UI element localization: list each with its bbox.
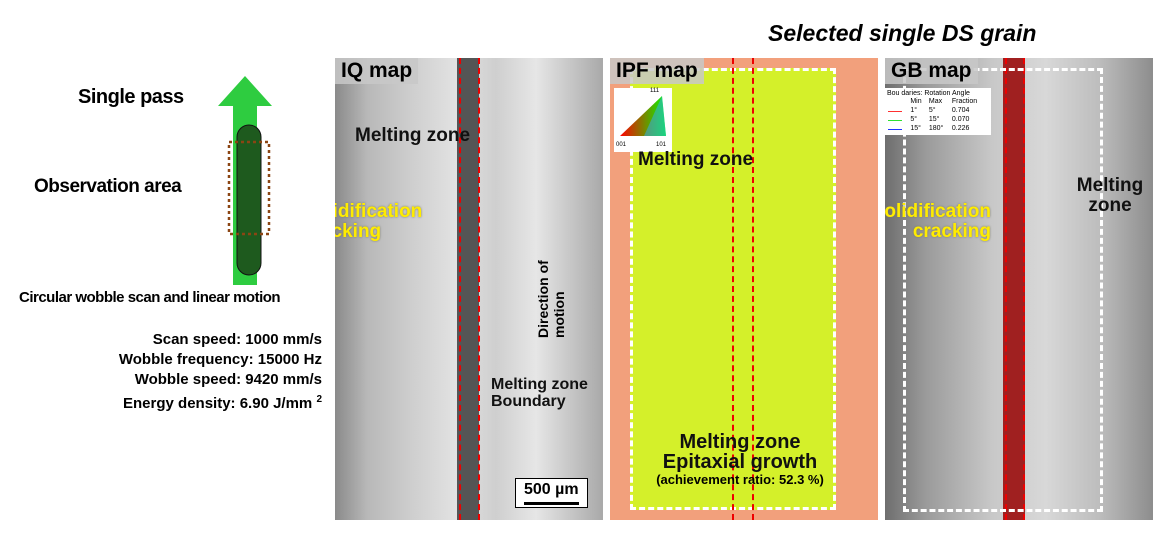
gb-title: GB map <box>885 58 978 84</box>
epitaxial-label: Melting zone Epitaxial growth (achieveme… <box>656 431 824 487</box>
observation-box <box>227 140 271 236</box>
iq-melting-zone: Melting zone <box>355 125 471 146</box>
direction-label: Direction of motion <box>535 260 567 338</box>
caption: Circular wobble scan and linear motion <box>19 289 281 306</box>
selected-grain-box <box>903 68 1103 512</box>
param-energy-density: Energy density: 6.90 J/mm 2 <box>123 394 322 412</box>
boundary-label: Melting zone Boundary <box>491 376 588 410</box>
param-wobble-speed: Wobble speed: 9420 mm/s <box>134 371 322 388</box>
gb-solidification-cracking: Solidification cracking <box>885 201 991 242</box>
melt-track <box>457 58 479 520</box>
single-pass-label: Single pass <box>78 86 184 108</box>
ipf-title: IPF map <box>610 58 704 84</box>
ipf-map-panel: IPF map 111 001 101 Melting zone Melting… <box>610 58 878 520</box>
observation-area-label: Observation area <box>34 176 182 197</box>
wobble-schematic <box>218 76 272 285</box>
param-scan-speed: Scan speed: 1000 mm/s <box>152 331 322 348</box>
legend-row: 15° 180° 0.226 <box>887 124 989 133</box>
iq-title: IQ map <box>335 58 419 84</box>
ipf-melting-zone: Melting zone <box>638 149 754 170</box>
scale-bar: 500 µm <box>515 478 588 508</box>
ipf-legend: 111 001 101 <box>614 88 672 152</box>
parameters: Scan speed: 1000 mm/s Wobble frequency: … <box>12 330 322 414</box>
selected-grain-label: Selected single DS grain <box>768 20 1037 46</box>
scan-track <box>236 124 262 276</box>
gb-map-panel: GB map Bou daries: Rotation Angle Min Max… <box>885 58 1153 520</box>
param-wobble-frequency: Wobble frequency: 15000 Hz <box>118 351 322 368</box>
gb-legend: Bou daries: Rotation Angle Min Max Fractio… <box>885 88 991 135</box>
iq-map-panel: IQ map Melting zone Solidification crack… <box>335 58 603 520</box>
legend-row: 1° 5° 0.704 <box>887 106 989 115</box>
gb-melting-zone: Melting zone <box>1076 175 1144 216</box>
melt-track <box>1003 58 1025 520</box>
legend-row: 5° 15° 0.070 <box>887 115 989 124</box>
iq-solidification-cracking: Solidification cracking <box>335 201 423 242</box>
